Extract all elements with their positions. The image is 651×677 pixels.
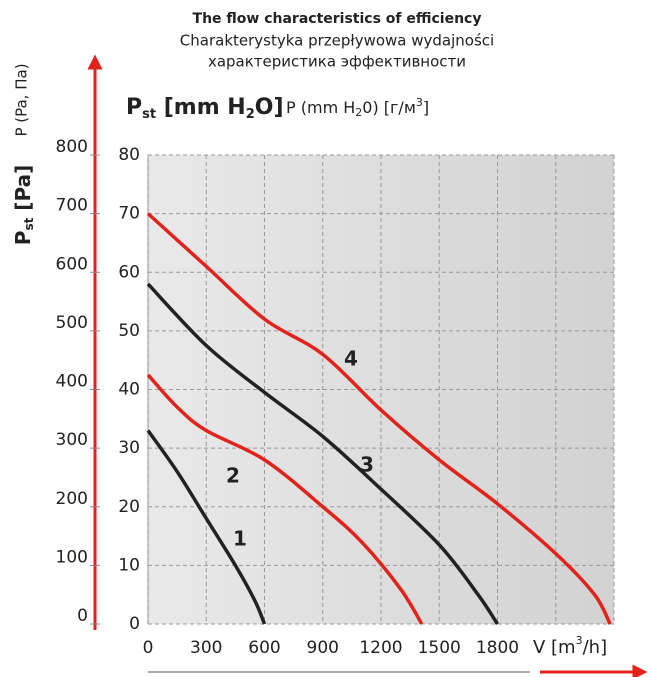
curve <box>146 212 612 625</box>
y-label-alt-part: 2 <box>355 106 362 119</box>
y2-label-part: st <box>22 217 36 230</box>
y2-tick-label: 400 <box>56 372 88 392</box>
y-tick-label: 20 <box>118 497 140 517</box>
y-tick-label: 30 <box>118 438 140 458</box>
curve <box>146 282 499 625</box>
y2-tick-label: 800 <box>56 137 88 157</box>
x-tick-label: 1200 <box>359 638 402 658</box>
x-tick-label: 300 <box>190 638 222 658</box>
y-label-alt-part: 3 <box>416 96 423 109</box>
y-label-part: 2 <box>246 107 255 122</box>
y-label-part: [mm H <box>156 95 246 120</box>
x-tick-label: 900 <box>307 638 339 658</box>
x-label-part: /h] <box>583 637 608 658</box>
y-label-alt-part: 0) [г/м <box>362 98 416 117</box>
y-label-part: st <box>142 107 156 122</box>
y-label-part: P <box>126 95 142 120</box>
y2-label: Pst [Pa] <box>11 165 36 245</box>
curve-label: 3 <box>360 453 374 477</box>
x-label: V [m3/h] <box>533 634 607 658</box>
x-label-part: 3 <box>576 634 583 647</box>
y-tick-label: 0 <box>129 614 140 634</box>
title: характеристика эффективности <box>208 53 466 71</box>
title: The flow characteristics of efficiency <box>193 11 482 27</box>
y2-label-alt: P (Pa, Па) <box>13 63 31 136</box>
x-tick-label: 1500 <box>418 638 461 658</box>
y2-tick-label: 200 <box>56 489 88 509</box>
x-tick-label: 0 <box>143 638 154 658</box>
y-tick-label: 70 <box>118 204 140 224</box>
curve-label: 2 <box>226 464 240 488</box>
y-label-alt: P (mm H20) [г/м3] <box>286 96 429 119</box>
y-tick-label: 10 <box>118 555 140 575</box>
y-tick-label: 60 <box>118 262 140 282</box>
y2-tick-label: 500 <box>56 313 88 333</box>
y2-tick-label: 0 <box>77 606 88 626</box>
x-label-part: V [m <box>533 637 576 658</box>
y2-tick-label: 100 <box>56 547 88 567</box>
y-label-alt-part: ] <box>423 98 429 117</box>
y2-tick-label: 600 <box>56 254 88 274</box>
x-tick-label: 600 <box>248 638 280 658</box>
title: Charakterystyka przepływowa wydajności <box>180 32 494 50</box>
y2-tick-label: 700 <box>56 196 88 216</box>
x-tick-label: 1800 <box>476 638 519 658</box>
curve-label: 1 <box>233 527 247 551</box>
curve-label: 4 <box>344 347 358 371</box>
y2-label-part: [Pa] <box>11 165 35 218</box>
y-tick-label: 80 <box>118 145 140 165</box>
y-label-part: O] <box>255 95 284 120</box>
y-tick-label: 40 <box>118 380 140 400</box>
curve <box>146 429 267 625</box>
y-label: Pst [mm H2O] <box>126 95 284 122</box>
curve <box>146 373 424 625</box>
y-label-alt-part: P (mm H <box>286 98 355 117</box>
y-tick-label: 50 <box>118 321 140 341</box>
y2-tick-label: 300 <box>56 430 88 450</box>
y2-label-part: P <box>11 231 35 246</box>
